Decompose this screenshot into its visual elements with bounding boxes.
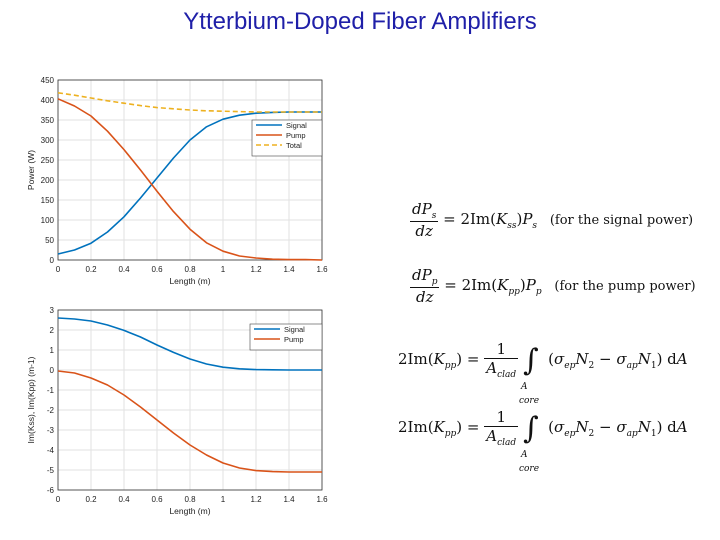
one-over-aclad-fraction-2: 1 Aclad — [484, 408, 519, 448]
dps-dz-fraction: dPs dz — [410, 200, 439, 240]
x-tick-label: 0.2 — [85, 495, 97, 504]
y-tick-label: 3 — [50, 306, 55, 315]
equation-signal-note: (for the signal power) — [549, 213, 694, 228]
x-axis-label: Length (m) — [169, 506, 210, 516]
y-tick-label: -3 — [47, 426, 55, 435]
y-tick-label: -6 — [47, 486, 55, 495]
x-tick-label: 1.4 — [283, 265, 295, 274]
y-tick-label: -4 — [47, 446, 55, 455]
y-tick-label: 200 — [41, 176, 55, 185]
power-chart: 0 0.2 0.4 0.6 0.8 1 1.2 1.4 1.6 0 50 100 150 200 250 30… — [26, 76, 328, 286]
equation-kpp-2-integrand: (σepN2 − σapN1) dA — [543, 418, 688, 439]
y-tick-label: -2 — [47, 406, 55, 415]
x-tick-label: 1 — [221, 495, 226, 504]
x-tick-label: 1.2 — [250, 495, 262, 504]
y-tick-label: 1 — [50, 346, 55, 355]
y-tick-label: 400 — [41, 96, 55, 105]
y-tick-label: 0 — [50, 366, 55, 375]
series-line-total — [57, 92, 322, 113]
y-tick-label: 150 — [41, 196, 55, 205]
y-tick-label: 350 — [41, 116, 55, 125]
legend-label-total: Total — [286, 141, 302, 150]
x-tick-label: 0.6 — [151, 265, 163, 274]
legend-label-pump: Pump — [286, 131, 306, 140]
x-tick-label: 1.6 — [316, 495, 328, 504]
y-tick-label: 250 — [41, 156, 55, 165]
x-tick-label: 1 — [221, 265, 226, 274]
y-tick-label: 300 — [41, 136, 55, 145]
x-tick-label: 0 — [56, 265, 61, 274]
y-tick-label: -5 — [47, 466, 55, 475]
legend-label-signal: Signal — [284, 325, 305, 334]
y-tick-label: 450 — [41, 76, 55, 85]
equation-kpp-2-lhs: 2Im(Kpp) = — [398, 418, 480, 439]
x-tick-label: 0.6 — [151, 495, 163, 504]
equation-signal-rhs: = 2Im(Kss)Ps — [443, 210, 538, 231]
x-tick-label: 0.2 — [85, 265, 97, 274]
x-tick-label: 0.4 — [118, 265, 130, 274]
x-tick-label: 0.4 — [118, 495, 130, 504]
y-axis-label: Power (W) — [26, 150, 36, 190]
y-tick-label: 0 — [50, 256, 55, 265]
legend-label-pump: Pump — [284, 335, 304, 344]
y-tick-label: 2 — [50, 326, 55, 335]
y-tick-label: 100 — [41, 216, 55, 225]
y-axis-label: Im(Kss), Im(Kpp) (m-1) — [26, 356, 36, 443]
x-tick-label: 1.4 — [283, 495, 295, 504]
x-axis-label: Length (m) — [169, 276, 210, 286]
axes-box — [57, 309, 323, 491]
page-title: Ytterbium-Doped Fiber Amplifiers — [183, 8, 537, 35]
equation-pump-note: (for the pump power) — [554, 279, 696, 294]
equation-pump: dPp dz = 2Im(Kpp)Pp (for the pump power) — [410, 266, 696, 306]
im-k-chart: 0 0.2 0.4 0.6 0.8 1 1.2 1.4 1.6 -6 -5 -4 -3 -2 -1 0 1 2 3 L… — [26, 306, 328, 516]
dpp-dz-fraction: dPp dz — [410, 266, 440, 306]
equation-signal: dPs dz = 2Im(Kss)Ps (for the signal power… — [410, 200, 693, 240]
x-tick-label: 0.8 — [184, 265, 196, 274]
equation-kpp-1-integrand: (σepN2 − σapN1) dA — [543, 350, 688, 371]
series-line-signal — [57, 111, 322, 255]
series-line-pump — [57, 370, 322, 473]
legend-box — [251, 119, 323, 157]
axes-box — [57, 79, 323, 261]
series-line-signal — [57, 317, 322, 371]
x-tick-label: 0.8 — [184, 495, 196, 504]
y-tick-label: 50 — [45, 236, 54, 245]
y-tick-label: -1 — [47, 386, 55, 395]
x-tick-label: 0 — [56, 495, 61, 504]
x-tick-label: 1.2 — [250, 265, 262, 274]
x-tick-label: 1.6 — [316, 265, 328, 274]
equation-pump-rhs: = 2Im(Kpp)Pp — [444, 276, 542, 297]
series-line-pump — [57, 98, 323, 261]
one-over-aclad-fraction-1: 1 Aclad — [484, 340, 519, 380]
legend-label-signal: Signal — [286, 121, 307, 130]
equation-kpp-1-lhs: 2Im(Kpp) = — [398, 350, 480, 371]
